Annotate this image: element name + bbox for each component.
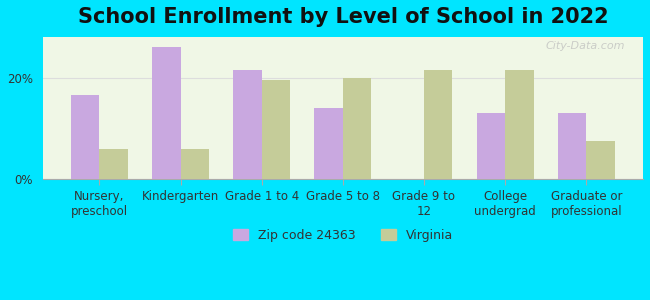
Bar xyxy=(586,141,615,179)
Bar xyxy=(181,149,209,179)
Bar xyxy=(152,47,181,179)
Bar xyxy=(558,113,586,179)
Bar xyxy=(505,70,534,179)
Bar xyxy=(315,108,343,179)
Bar xyxy=(343,77,371,179)
Bar xyxy=(233,70,262,179)
Bar xyxy=(262,80,290,179)
Bar xyxy=(99,149,128,179)
Bar xyxy=(71,95,99,179)
Bar xyxy=(424,70,452,179)
Bar xyxy=(476,113,505,179)
Legend: Zip code 24363, Virginia: Zip code 24363, Virginia xyxy=(228,224,458,247)
Text: City-Data.com: City-Data.com xyxy=(545,41,625,51)
Title: School Enrollment by Level of School in 2022: School Enrollment by Level of School in … xyxy=(77,7,608,27)
